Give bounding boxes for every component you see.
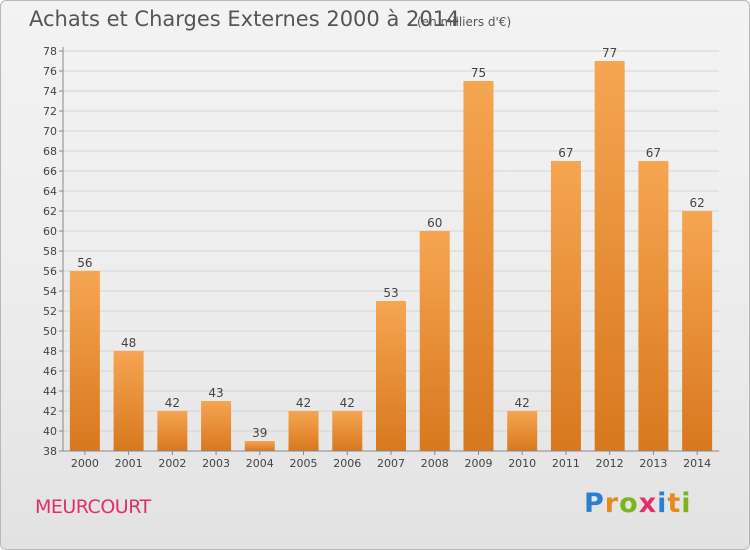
logo-letter: i xyxy=(657,488,668,519)
x-tick-label: 2003 xyxy=(202,457,230,470)
bar-2003 xyxy=(201,401,232,451)
y-tick-label: 76 xyxy=(43,65,57,78)
bar-2011 xyxy=(550,161,581,451)
x-tick-label: 2005 xyxy=(290,457,318,470)
y-tick-label: 42 xyxy=(43,405,57,418)
x-tick-label: 2001 xyxy=(115,457,143,470)
bar-2008 xyxy=(419,231,450,451)
bar-2013 xyxy=(638,161,669,451)
bar-2006 xyxy=(332,411,363,451)
x-tick-label: 2013 xyxy=(639,457,667,470)
y-tick-label: 46 xyxy=(43,365,57,378)
value-label: 67 xyxy=(646,146,661,160)
bar-2014 xyxy=(682,211,713,451)
logo-letter: t xyxy=(667,488,682,519)
y-tick-label: 48 xyxy=(43,345,57,358)
y-tick-label: 78 xyxy=(43,45,57,58)
value-label: 60 xyxy=(427,216,442,230)
y-tick-label: 66 xyxy=(43,165,57,178)
value-label: 43 xyxy=(208,386,223,400)
commune-name: MEURCOURT xyxy=(35,496,151,518)
proxiti-logo: Proxiti xyxy=(584,488,692,519)
value-label: 75 xyxy=(471,66,486,80)
y-tick-label: 68 xyxy=(43,145,57,158)
y-tick-label: 60 xyxy=(43,225,57,238)
value-label: 67 xyxy=(558,146,573,160)
value-label: 42 xyxy=(340,396,355,410)
logo-letter: x xyxy=(638,488,658,519)
value-label: 42 xyxy=(515,396,530,410)
y-tick-label: 38 xyxy=(43,445,57,458)
bar-2005 xyxy=(288,411,319,451)
y-tick-label: 72 xyxy=(43,105,57,118)
y-tick-label: 40 xyxy=(43,425,57,438)
value-label: 39 xyxy=(252,426,267,440)
y-tick-label: 62 xyxy=(43,205,57,218)
value-label: 42 xyxy=(165,396,180,410)
x-tick-label: 2004 xyxy=(246,457,274,470)
x-tick-label: 2014 xyxy=(683,457,711,470)
y-tick-label: 52 xyxy=(43,305,57,318)
bar-2000 xyxy=(69,271,100,451)
bar-2007 xyxy=(376,301,406,451)
bar-2010 xyxy=(507,411,538,451)
bars xyxy=(69,61,713,451)
value-label: 62 xyxy=(689,196,704,210)
y-tick-label: 54 xyxy=(43,285,57,298)
bar-2012 xyxy=(594,61,625,451)
y-tick-label: 50 xyxy=(43,325,57,338)
logo-letter: i xyxy=(681,488,692,519)
axes xyxy=(59,47,719,455)
y-tick-label: 74 xyxy=(43,85,57,98)
x-tick-label: 2007 xyxy=(377,457,405,470)
x-tick-label: 2000 xyxy=(71,457,99,470)
y-tick-label: 64 xyxy=(43,185,57,198)
value-label: 53 xyxy=(383,286,398,300)
bar-2001 xyxy=(113,351,144,451)
y-tick-label: 44 xyxy=(43,385,57,398)
x-tick-label: 2011 xyxy=(552,457,580,470)
logo-letter: r xyxy=(604,488,620,519)
y-tick-label: 70 xyxy=(43,125,57,138)
bar-2009 xyxy=(463,81,494,451)
x-tick-label: 2012 xyxy=(596,457,624,470)
x-tick-label: 2002 xyxy=(158,457,186,470)
x-tick-label: 2006 xyxy=(333,457,361,470)
labels: 38 40 42 44 46 48 50 52 54 56 58 60 62 64 66 68 70 72 74 76… xyxy=(43,45,711,470)
unit-note: (en milliers d'€) xyxy=(417,15,512,29)
x-tick-label: 2008 xyxy=(421,457,449,470)
value-label: 77 xyxy=(602,46,617,60)
bar-2004 xyxy=(244,441,275,451)
chart-title: Achats et Charges Externes 2000 à 2014 xyxy=(29,7,460,31)
value-label: 42 xyxy=(296,396,311,410)
y-tick-label: 56 xyxy=(43,265,57,278)
x-tick-label: 2009 xyxy=(464,457,492,470)
y-tick-label: 58 xyxy=(43,245,57,258)
logo-letter: P xyxy=(584,488,605,519)
logo-letter: o xyxy=(619,488,639,519)
x-tick-label: 2010 xyxy=(508,457,536,470)
bar-2002 xyxy=(157,411,188,451)
value-label: 56 xyxy=(77,256,92,270)
value-label: 48 xyxy=(121,336,136,350)
